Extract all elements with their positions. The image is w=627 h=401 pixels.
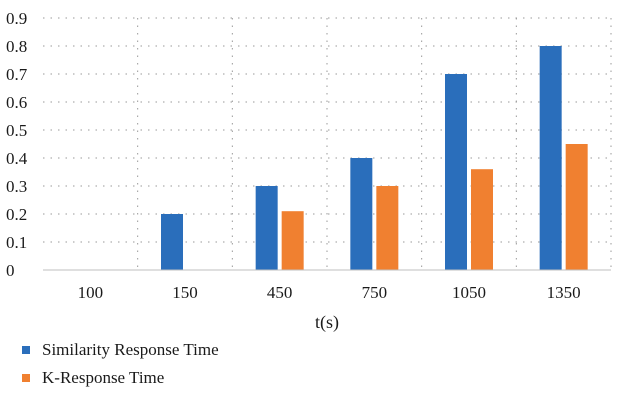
y-tick-label: 0.9 [6, 9, 27, 28]
y-tick-label: 0.1 [6, 233, 27, 252]
y-tick-label: 0 [6, 261, 15, 280]
y-tick-label: 0.8 [6, 37, 27, 56]
x-tick-label: 1050 [452, 283, 486, 302]
x-tick-label: 750 [362, 283, 388, 302]
x-axis-title: t(s) [315, 312, 339, 333]
y-tick-label: 0.7 [6, 65, 28, 84]
legend-label: K-Response Time [42, 368, 164, 387]
legend: Similarity Response Time K-Response Time [22, 340, 219, 387]
bar-similarity-1350 [539, 46, 562, 270]
legend-swatch [22, 346, 30, 354]
y-tick-label: 0.4 [6, 149, 28, 168]
bar-similarity-1050 [445, 74, 467, 270]
x-tick-label: 1350 [547, 283, 581, 302]
bar-k-response-450 [281, 211, 304, 270]
y-tick-label: 0.2 [6, 205, 27, 224]
bars [161, 46, 588, 270]
bar-k-response-750 [376, 186, 399, 270]
grid-lines [43, 17, 612, 270]
y-tick-label: 0.3 [6, 177, 27, 196]
x-tick-label: 150 [172, 283, 198, 302]
bar-similarity-150 [161, 214, 183, 270]
x-tick-label: 100 [78, 283, 104, 302]
legend-swatch [22, 374, 30, 382]
y-tick-label: 0.6 [6, 93, 27, 112]
x-tick-label: 450 [267, 283, 293, 302]
bar-k-response-1050 [471, 169, 493, 270]
bar-similarity-450 [255, 186, 278, 270]
x-tick-labels: 100 150 450 750 1050 1350 [78, 283, 581, 302]
y-tick-labels: 0 0.1 0.2 0.3 0.4 0.5 0.6 0.7 0.8 0.9 [6, 9, 28, 280]
bar-k-response-1350 [565, 144, 588, 270]
y-tick-label: 0.5 [6, 121, 27, 140]
bar-similarity-750 [350, 158, 373, 270]
legend-label: Similarity Response Time [42, 340, 219, 359]
